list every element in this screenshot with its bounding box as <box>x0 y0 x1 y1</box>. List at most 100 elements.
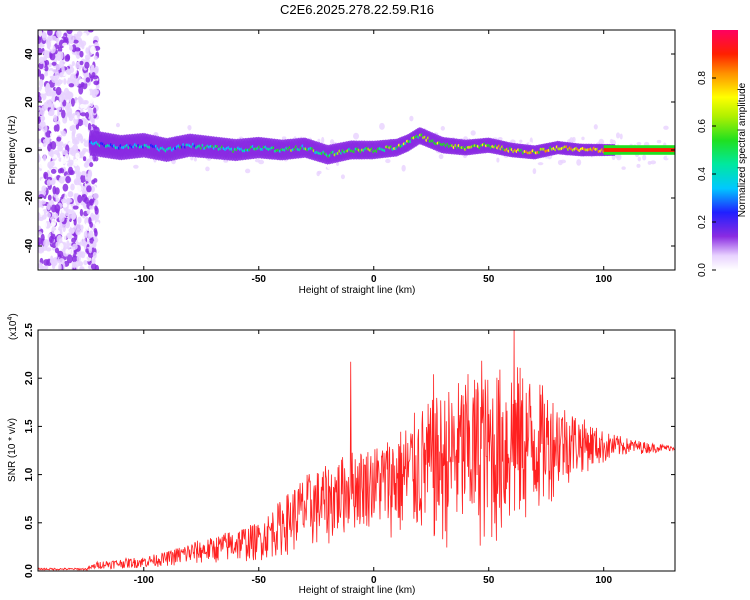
spectrogram-cell <box>71 255 78 263</box>
spectrogram-cell <box>55 241 59 248</box>
spectrogram-cell <box>66 240 70 250</box>
spectrogram-cell <box>39 120 46 128</box>
x-tick-label: 0 <box>371 575 377 586</box>
spectrogram-cell <box>38 194 45 199</box>
spectrogram-cell <box>60 198 67 204</box>
spectrogram-cell <box>53 229 60 236</box>
spectrogram-cell <box>497 137 503 141</box>
spectrogram-cell <box>66 254 73 264</box>
spectrogram-cell <box>58 263 62 270</box>
spectrogram-cell <box>46 212 51 218</box>
spectrogram-cell <box>80 174 86 183</box>
spectrogram-cell <box>77 216 82 224</box>
spectrogram-cell <box>38 79 44 88</box>
colorbar-gradient <box>712 30 738 270</box>
spectrogram-cell <box>187 125 192 131</box>
spectrogram-cell <box>43 171 49 180</box>
spectrogram-cell <box>474 125 480 132</box>
spectrogram-cell <box>228 132 234 139</box>
spectrogram-cell <box>38 95 42 103</box>
spectrogram-cell <box>572 136 576 143</box>
spectrogram-cell <box>75 152 80 160</box>
spectrogram-cell <box>90 46 96 55</box>
spectrogram-cell <box>38 244 44 249</box>
spectrogram-cell <box>38 225 42 231</box>
spectrogram-cell <box>603 148 675 152</box>
spectrogram-cell <box>89 204 95 210</box>
spectrogram-cell <box>67 92 73 99</box>
spectrogram-cell <box>84 61 90 69</box>
spectrogram-cell <box>85 222 89 231</box>
spectrogram-cell <box>78 97 84 104</box>
spectrogram-cell <box>91 118 95 126</box>
y-tick-label: 0.0 <box>24 564 35 578</box>
spectrogram-cell <box>81 170 87 176</box>
spectrogram-cell <box>205 166 210 172</box>
spectrogram-cell <box>537 162 544 166</box>
spectrogram-cell <box>666 154 671 159</box>
snr-panel: -100 -50 0 50 100 0.0 0.5 1.0 1.5 2.0 2.5 Height … <box>7 313 676 596</box>
y-tick-label: 2.5 <box>24 323 35 337</box>
spectrogram-cell <box>83 230 88 238</box>
spectrogram-cell <box>73 218 77 226</box>
spectrogram-cell <box>59 141 64 147</box>
spectrogram-cell <box>38 30 43 37</box>
x-tick-label: 0 <box>371 274 377 285</box>
spectrogram-cell <box>55 37 60 42</box>
spectrogram-cell <box>383 169 389 175</box>
spectrogram-cell <box>38 43 45 48</box>
spectrogram-y-axis: -40 -20 0 20 40 <box>24 48 675 253</box>
spectrogram-cell <box>92 240 97 249</box>
x-tick-label: -50 <box>252 575 267 586</box>
colorbar-tick-label: 0.8 <box>697 71 708 85</box>
snr-x-axis: -100 -50 0 50 100 <box>134 330 612 586</box>
spectrogram-cell <box>55 124 60 132</box>
spectrogram-cell <box>87 195 93 200</box>
spectrogram-cell <box>38 47 43 56</box>
spectrogram-cell <box>317 170 322 175</box>
spectrogram-cell <box>50 168 57 174</box>
spectrogram-cell <box>69 169 75 176</box>
spectrogram-cell <box>83 141 90 147</box>
spectrogram-cell <box>92 89 100 95</box>
spectrogram-cell <box>580 162 585 170</box>
spectrogram-cell <box>425 118 431 124</box>
spectrogram-cell <box>49 132 54 138</box>
y-tick-label: 40 <box>24 48 35 60</box>
spectrogram-cell <box>87 122 92 131</box>
spectrogram-cell <box>89 98 94 104</box>
spectrogram-cell <box>281 136 287 140</box>
spectrogram-cell <box>61 149 68 156</box>
spectrogram-cell <box>90 263 97 270</box>
spectrogram-cell <box>470 130 476 136</box>
spectrogram-cell <box>64 55 70 62</box>
spectrogram-cell <box>70 221 75 228</box>
spectrogram-cell <box>88 171 93 177</box>
spectrogram-cell <box>42 154 47 162</box>
spectrogram-cell <box>115 122 120 128</box>
spectrogram-cell <box>57 250 64 257</box>
spectrogram-cell <box>663 125 669 130</box>
spectrogram-cell <box>455 168 459 176</box>
spectrogram-cell <box>73 158 79 167</box>
spectrogram-cell <box>258 159 265 165</box>
spectrogram-cell <box>193 157 197 162</box>
spectrogram-cell <box>80 112 87 117</box>
spectrogram-cell <box>67 141 73 148</box>
spectrogram-cell <box>63 36 69 43</box>
spectrogram-cell <box>38 62 44 70</box>
spectrogram-cell <box>71 44 77 53</box>
spectrogram-cell <box>619 133 623 140</box>
spectrogram-cell <box>80 81 85 88</box>
spectrogram-cell <box>91 179 96 185</box>
spectrogram-y-label: Frequency (Hz) <box>7 116 18 185</box>
x-tick-label: 100 <box>595 274 612 285</box>
spectrogram-cell <box>62 42 68 47</box>
spectrogram-cell <box>84 118 89 128</box>
spectrogram-cell <box>86 89 91 97</box>
spectrogram-cell <box>581 136 585 141</box>
snr-y-multiplier: (x104) <box>7 313 19 340</box>
spectrogram-cell <box>44 124 48 133</box>
spectrogram-cell <box>72 39 79 44</box>
spectrogram-cell <box>320 174 326 180</box>
